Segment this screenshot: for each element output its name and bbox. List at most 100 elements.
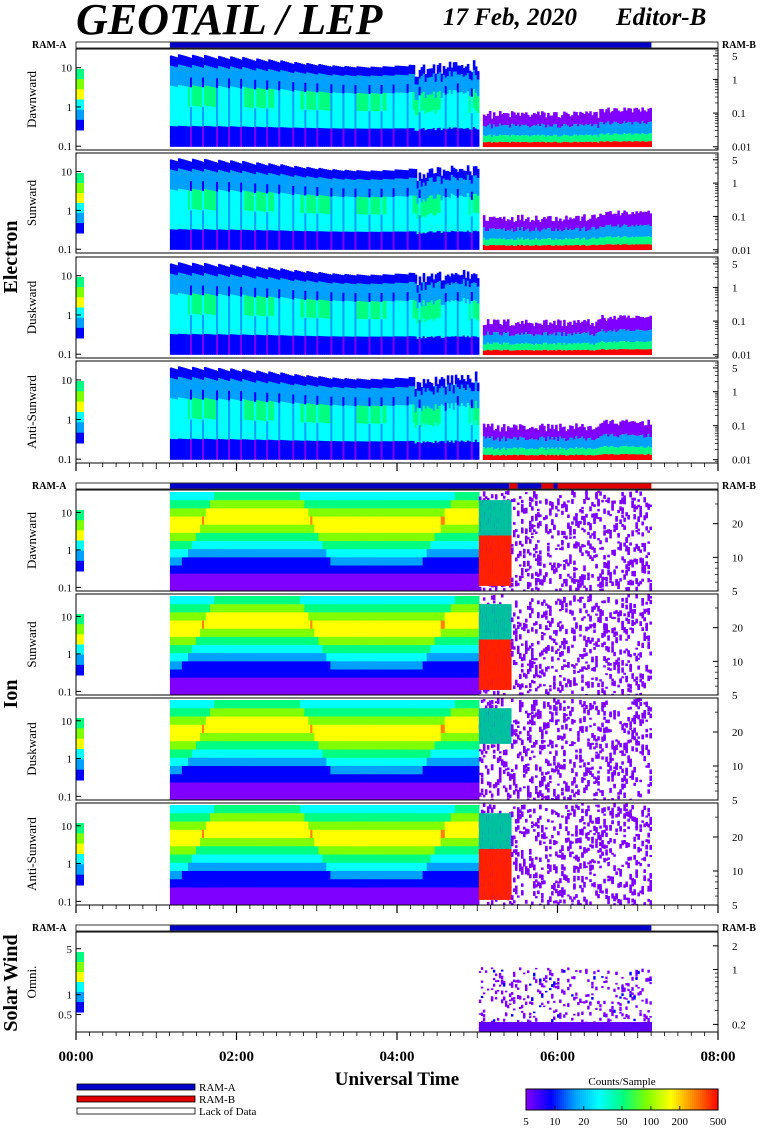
panel-label: Sunward <box>24 621 39 668</box>
colorbar-tick-label: 100 <box>643 1116 660 1128</box>
left-tick-label: 0.5 <box>58 1009 72 1021</box>
colorbar-cell <box>618 1089 621 1110</box>
panel-label: Dawnward <box>24 511 39 569</box>
colorbar-cell <box>712 1089 715 1110</box>
left-tick-label: 10 <box>61 167 73 179</box>
colorbar-cell <box>624 1089 627 1110</box>
left-tick-label: 0.1 <box>58 582 72 594</box>
calibration-strip <box>76 738 84 750</box>
colorbar-cell <box>670 1089 673 1110</box>
calibration-strip <box>76 79 84 90</box>
right-tick-label: 1 <box>732 178 738 190</box>
calibration-strip <box>76 854 84 865</box>
left-tick-label: 0.1 <box>58 686 72 698</box>
colorbar-cell <box>688 1089 691 1110</box>
right-tick-label: 10 <box>732 552 744 564</box>
right-tick-label: 1 <box>732 387 738 399</box>
x-tick-label: 02:00 <box>219 1049 254 1065</box>
colorbar-cell <box>572 1089 575 1110</box>
ram-bar-1 <box>75 482 719 490</box>
x-tick-label: 08:00 <box>701 1049 736 1065</box>
panel-anti-sunward <box>75 802 719 906</box>
panel-label: Dawnward <box>24 70 39 128</box>
date-label: 17 Feb, 2020 <box>443 4 578 31</box>
calibration-strip <box>76 422 84 434</box>
colorbar-cell <box>570 1089 573 1110</box>
right-tick-label: 5 <box>732 690 738 702</box>
colorbar-cell <box>622 1089 625 1110</box>
colorbar-cell <box>560 1089 563 1110</box>
colorbar-cell <box>588 1089 591 1110</box>
colorbar-tick-label: 500 <box>710 1116 727 1128</box>
colorbar-cell <box>700 1089 703 1110</box>
left-tick-label: 10 <box>61 375 73 387</box>
right-tick-label: 10 <box>732 866 744 878</box>
colorbar-cell <box>544 1089 547 1110</box>
calibration-strip <box>76 317 84 329</box>
colorbar-tick-label: 20 <box>578 1116 590 1128</box>
colorbar-cell <box>696 1089 699 1110</box>
colorbar-cell <box>556 1089 559 1110</box>
panel-spectrogram <box>76 490 652 591</box>
right-tick-label: 0.1 <box>732 108 746 120</box>
panel-label: Omni. <box>24 966 39 999</box>
colorbar-cell <box>662 1089 665 1110</box>
left-tick-label: 1 <box>67 205 73 217</box>
colorbar-cell <box>664 1089 667 1110</box>
calibration-strip <box>76 89 84 100</box>
ram-b-label: RAM-B <box>722 40 756 51</box>
colorbar-cell <box>564 1089 567 1110</box>
calibration-strip <box>76 624 84 635</box>
colorbar-cell <box>686 1089 689 1110</box>
colorbar-cell <box>638 1089 641 1110</box>
editor-label: Editor-B <box>616 4 707 31</box>
colorbar-cell <box>526 1089 529 1110</box>
colorbar-cell <box>582 1089 585 1110</box>
colorbar-cell <box>584 1089 587 1110</box>
left-tick-label: 1 <box>67 310 73 322</box>
colorbar-cell <box>562 1089 565 1110</box>
calibration-strip <box>76 654 84 666</box>
left-tick-label: 10 <box>61 271 73 283</box>
calibration-strip <box>76 223 84 234</box>
panel-spectrogram <box>76 262 652 356</box>
ram-bar-segment <box>169 925 652 931</box>
calibration-strip <box>76 213 84 224</box>
calibration-strip <box>76 391 84 403</box>
colorbar-cell <box>716 1089 719 1110</box>
panel-label: Sunward <box>24 179 39 226</box>
right-tick-label: 5 <box>732 51 738 63</box>
ram-a-label: RAM-A <box>32 481 67 492</box>
right-tick-label: 20 <box>732 519 744 531</box>
panel-dawnward <box>75 489 719 592</box>
colorbar-cell <box>568 1089 571 1110</box>
colorbar-cell <box>548 1089 551 1110</box>
colorbar-cell <box>632 1089 635 1110</box>
colorbar-cell <box>682 1089 685 1110</box>
colorbar-tick-label: 10 <box>549 1116 561 1128</box>
colorbar-cell <box>684 1089 687 1110</box>
left-tick-label: 1 <box>67 754 73 766</box>
colorbar-cell <box>714 1089 717 1110</box>
calibration-strip <box>76 381 84 392</box>
colorbar-cell <box>648 1089 651 1110</box>
colorbar-cell <box>554 1089 557 1110</box>
calibration-strip <box>76 297 84 308</box>
left-tick-label: 1 <box>67 990 73 1002</box>
colorbar-cell <box>650 1089 653 1110</box>
colorbar-cell <box>652 1089 655 1110</box>
left-tick-label: 10 <box>61 612 73 624</box>
calibration-strip <box>76 530 84 541</box>
colorbar-cell <box>626 1089 629 1110</box>
right-tick-label: 1 <box>732 74 738 86</box>
colorbar-cell <box>586 1089 589 1110</box>
right-tick-label: 10 <box>732 656 744 668</box>
calibration-strip <box>76 769 84 781</box>
colorbar-cell <box>550 1089 553 1110</box>
left-tick-label: 5 <box>67 944 73 956</box>
colorbar-cell <box>532 1089 535 1110</box>
right-tick-label: 1 <box>732 282 738 294</box>
calibration-strip <box>76 520 84 531</box>
calibration-strip <box>76 287 84 298</box>
colorbar-cell <box>642 1089 645 1110</box>
